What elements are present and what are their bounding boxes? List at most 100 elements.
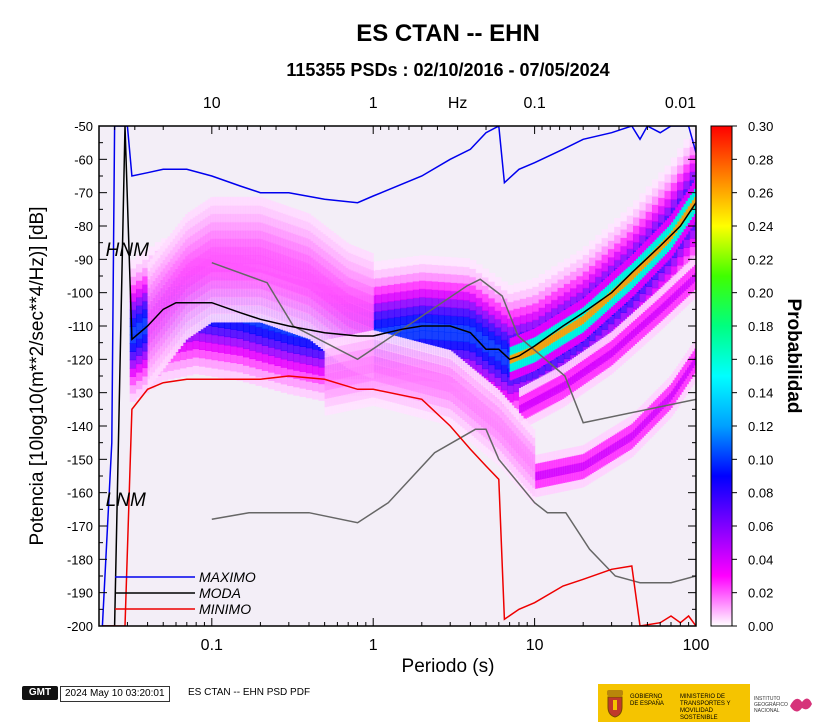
density-cell — [561, 319, 565, 329]
density-cell — [560, 391, 563, 401]
density-cell — [186, 366, 194, 376]
density-cell — [434, 379, 438, 389]
density-cell — [558, 375, 561, 385]
density-cell — [260, 305, 264, 315]
density-cell — [672, 379, 676, 389]
density-cell — [200, 295, 204, 305]
density-cell — [658, 387, 661, 397]
density-cell — [335, 268, 339, 278]
density-cell — [200, 203, 204, 213]
density-cell — [469, 335, 477, 344]
density-cell — [434, 412, 438, 422]
density-cell — [518, 438, 522, 448]
density-cell — [617, 267, 620, 277]
density-cell — [538, 299, 546, 308]
density-cell — [443, 373, 447, 383]
density-cell — [591, 464, 595, 474]
density-cell — [506, 416, 510, 426]
density-cell — [262, 289, 267, 299]
density-cell — [230, 354, 238, 364]
density-cell — [538, 377, 542, 387]
density-cell — [685, 217, 689, 227]
density-cell — [683, 355, 686, 365]
density-cell — [485, 388, 489, 398]
density-cell — [602, 465, 606, 475]
density-cell — [312, 382, 320, 392]
density-cell — [350, 311, 354, 321]
density-cell — [352, 334, 356, 344]
density-cell — [257, 280, 261, 290]
density-cell — [305, 279, 309, 289]
density-cell — [452, 411, 456, 421]
density-cell — [192, 300, 196, 310]
density-cell — [563, 291, 571, 301]
density-cell — [480, 409, 484, 419]
density-cell — [152, 272, 156, 282]
density-cell — [353, 279, 357, 289]
density-cell — [638, 306, 642, 316]
density-cell — [683, 247, 691, 257]
density-cell — [272, 309, 277, 319]
density-cell — [668, 304, 672, 314]
density-cell — [590, 291, 594, 301]
density-cell — [247, 246, 251, 256]
density-cell — [554, 402, 557, 412]
density-cell — [375, 356, 379, 366]
density-cell — [403, 346, 407, 356]
density-cell — [217, 263, 221, 273]
density-cell — [652, 417, 656, 427]
density-cell — [595, 445, 598, 455]
density-cell — [272, 284, 277, 294]
density-cell — [282, 288, 287, 298]
density-cell — [595, 276, 603, 286]
density-cell — [464, 362, 468, 372]
density-cell — [419, 263, 427, 273]
density-cell — [387, 292, 395, 302]
density-cell — [605, 352, 609, 361]
density-cell — [558, 383, 561, 393]
density-cell — [217, 238, 221, 248]
density-cell — [589, 354, 593, 364]
density-cell — [561, 457, 564, 467]
density-cell — [508, 411, 512, 421]
density-cell — [290, 299, 294, 309]
density-cell — [471, 368, 475, 378]
density-cell — [230, 288, 234, 298]
density-cell — [375, 261, 382, 271]
density-cell — [487, 440, 491, 450]
density-cell — [368, 397, 372, 407]
density-cell — [265, 298, 269, 308]
density-cell — [677, 164, 685, 174]
density-cell — [586, 328, 589, 338]
density-cell — [330, 322, 334, 332]
density-cell — [559, 474, 563, 484]
density-cell — [329, 388, 333, 398]
density-cell — [445, 349, 449, 359]
density-cell — [336, 370, 340, 380]
density-cell — [410, 340, 414, 350]
density-cell — [157, 265, 161, 275]
density-cell — [424, 352, 428, 362]
density-cell — [635, 343, 638, 353]
density-cell — [401, 387, 405, 397]
density-cell — [687, 358, 690, 368]
density-cell — [235, 288, 239, 298]
density-cell — [522, 349, 525, 359]
density-cell — [572, 472, 575, 482]
density-cell — [417, 383, 421, 393]
density-cell — [648, 262, 652, 272]
density-cell — [667, 394, 670, 404]
density-cell — [545, 477, 548, 487]
density-cell — [494, 277, 502, 287]
density-cell — [450, 282, 458, 292]
density-cell — [180, 312, 184, 321]
density-cell — [604, 286, 608, 296]
density-cell — [607, 315, 615, 325]
density-cell — [275, 269, 279, 279]
density-cell — [415, 408, 419, 418]
density-cell — [205, 217, 209, 226]
density-cell — [629, 323, 632, 333]
density-cell — [667, 218, 670, 228]
density-cell — [205, 367, 213, 376]
density-cell — [220, 280, 224, 290]
